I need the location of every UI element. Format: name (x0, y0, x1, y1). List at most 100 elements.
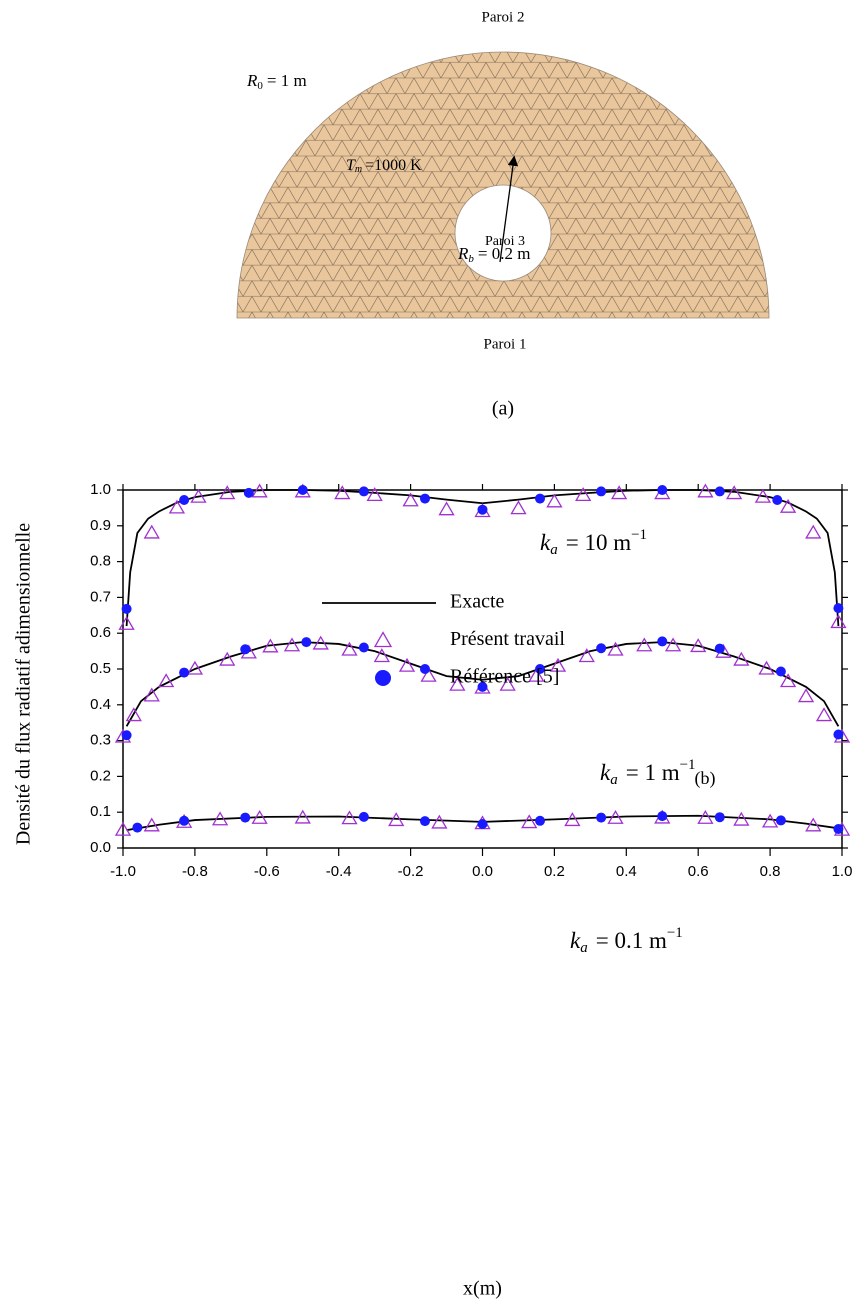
annotation-superscript: −1 (680, 757, 696, 773)
circle-point (240, 812, 251, 823)
x-tick-label: -1.0 (110, 863, 136, 880)
triangle-point (733, 811, 750, 826)
triangle-point (830, 614, 847, 629)
x-tick-label: 0.6 (688, 863, 709, 880)
triangle-point (805, 817, 822, 832)
annotation-symbol: k (600, 760, 611, 785)
triangle-point (733, 651, 750, 666)
triangle-point (143, 687, 160, 702)
y-tick-label: 0.6 (90, 624, 111, 641)
circle-point (301, 637, 312, 648)
circle-point (477, 681, 488, 692)
triangle-point (125, 707, 142, 722)
triangle-point (158, 673, 175, 688)
curve-annotation: ka = 1 m−1 (600, 757, 696, 788)
triangle-point (690, 638, 707, 653)
circle-point (358, 811, 369, 822)
triangle-point (312, 635, 329, 650)
caption: (a) (492, 398, 514, 420)
radius-arrow (499, 155, 519, 263)
triangle-point (262, 638, 279, 653)
triangle-point (499, 676, 516, 691)
triangle-point (211, 811, 229, 826)
triangle-point (341, 641, 358, 656)
triangle-point (402, 492, 419, 507)
triangle-point (438, 501, 455, 516)
radius-label: R0 = 1 m (246, 71, 307, 92)
triangle-point (797, 688, 815, 703)
triangle-point (449, 676, 466, 691)
triangle-point (186, 660, 204, 675)
triangle-point (334, 485, 351, 500)
triangle-point (219, 651, 236, 666)
circle-point (358, 486, 369, 497)
annotation-subscript: a (580, 940, 588, 956)
triangle-point (118, 615, 135, 630)
paroi-label: Paroi 2 (482, 9, 525, 25)
circle-point (833, 603, 844, 614)
triangle-point (431, 814, 448, 829)
circle-point (833, 824, 844, 835)
triangle-point (283, 637, 301, 652)
y-tick-label: 0.3 (90, 732, 111, 749)
triangle-point (578, 648, 595, 663)
circle-point (714, 812, 725, 823)
circle-point (243, 487, 254, 498)
circle-point (596, 643, 607, 654)
paroi-label: Paroi 1 (484, 336, 527, 352)
mesh-diagram: Paroi 2 R0 = 1 m Tm =1000 K Rb = 0.2 m Paro… (236, 9, 770, 420)
annotation-symbol: k (570, 928, 581, 953)
circle-point (535, 815, 546, 826)
triangle-point (779, 498, 797, 513)
triangle-point (610, 485, 628, 500)
legend: Exacte Présent travail Référence [5] (322, 591, 565, 688)
annotation-superscript: −1 (667, 925, 683, 941)
triangle-point (549, 657, 567, 672)
triangle-point (510, 500, 527, 515)
circle-point (596, 812, 607, 823)
triangle-point (388, 812, 405, 827)
triangle-point (761, 813, 779, 828)
x-tick-label: -0.8 (182, 863, 208, 880)
triangle-point (805, 524, 822, 539)
triangle-point (664, 637, 682, 652)
circle-point (419, 493, 430, 504)
annotation-subscript: a (550, 542, 558, 558)
annotation-superscript: −1 (631, 527, 647, 543)
circle-point (535, 664, 546, 674)
triangle-point (373, 648, 390, 663)
x-tick-label: 0.2 (544, 863, 565, 880)
circle-point (240, 644, 251, 655)
circle-point (477, 504, 488, 515)
hole-radius-label: Rb = 0.2 m (457, 244, 530, 265)
x-tick-label: -0.4 (326, 863, 352, 880)
triangle-point (143, 524, 160, 539)
triangle-point (607, 641, 624, 656)
x-axis-label: x(m) (463, 1278, 502, 1300)
y-tick-label: 0.0 (90, 839, 111, 856)
triangle-point (521, 814, 538, 829)
circle-point (419, 816, 430, 827)
circle-point (121, 730, 132, 741)
triangle-point (726, 485, 743, 500)
triangle-point (636, 637, 653, 652)
domain (236, 51, 770, 319)
circle-point (833, 729, 844, 740)
triangle-point (575, 487, 592, 502)
triangle-point (168, 499, 186, 514)
triangle-point (294, 809, 311, 824)
triangle-point (398, 657, 416, 672)
triangle-point (420, 667, 437, 682)
legend-label: Présent travail (450, 628, 565, 650)
y-tick-label: 0.8 (90, 553, 111, 570)
triangle-point (528, 667, 545, 682)
curve-annotation: ka = 0.1 m−1 (570, 925, 683, 956)
triangle-point (143, 817, 160, 832)
triangle-point (341, 810, 358, 825)
annotation-text: = 1 m (626, 760, 680, 785)
annotation-symbol: k (540, 530, 551, 555)
triangle-point (564, 812, 581, 827)
circle-point (657, 485, 668, 495)
curve-annotation: ka = 10 m−1 (540, 527, 647, 558)
